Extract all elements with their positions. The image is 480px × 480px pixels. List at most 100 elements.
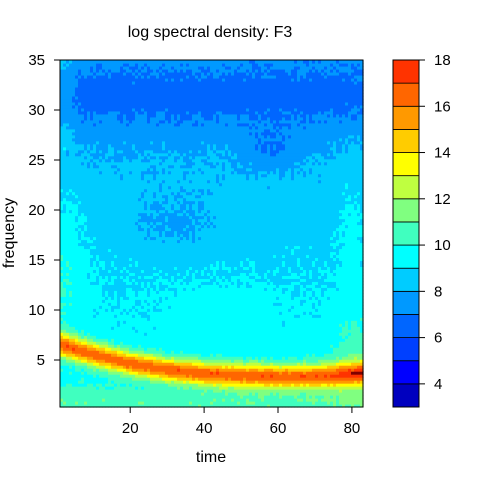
heatmap-cell	[63, 191, 67, 196]
heatmap-cell	[63, 362, 67, 366]
heatmap-cell	[126, 287, 130, 291]
heatmap-cell	[81, 350, 85, 354]
heatmap-cell	[96, 182, 100, 187]
heatmap-cell	[87, 74, 91, 79]
heatmap-cell	[60, 209, 64, 214]
heatmap-cell	[159, 104, 163, 109]
heatmap-cell	[78, 332, 82, 336]
heatmap-cell	[132, 77, 136, 82]
heatmap-cell	[150, 299, 154, 303]
heatmap-cell	[138, 68, 142, 73]
heatmap-cell	[105, 71, 109, 76]
heatmap-cell	[123, 125, 127, 130]
heatmap-cell	[111, 383, 115, 387]
heatmap-cell	[63, 236, 67, 241]
heatmap-cell	[69, 332, 73, 336]
heatmap-cell	[114, 80, 118, 85]
heatmap-cell	[72, 341, 76, 345]
heatmap-cell	[81, 122, 85, 127]
heatmap-cell	[168, 326, 172, 330]
heatmap-cell	[111, 128, 115, 133]
heatmap-cell	[117, 65, 121, 70]
heatmap-cell	[144, 323, 148, 327]
heatmap-cell	[108, 383, 112, 387]
heatmap-cell	[117, 266, 121, 270]
heatmap-cell	[99, 323, 103, 327]
heatmap-cell	[177, 377, 181, 381]
heatmap-cell	[114, 368, 118, 372]
heatmap-cell	[171, 155, 175, 160]
heatmap-cell	[126, 95, 130, 100]
heatmap-cell	[177, 209, 181, 214]
heatmap-cell	[63, 242, 67, 247]
heatmap-cell	[156, 257, 160, 262]
heatmap-cell	[138, 203, 142, 208]
heatmap-cell	[93, 77, 97, 82]
heatmap-cell	[99, 350, 103, 354]
heatmap-cell	[105, 101, 109, 106]
heatmap-cell	[60, 347, 64, 351]
heatmap-cell	[102, 203, 106, 208]
heatmap-cell	[93, 62, 97, 67]
heatmap-cell	[144, 302, 148, 306]
heatmap-cell	[162, 197, 166, 202]
heatmap-cell	[90, 356, 94, 360]
heatmap-cell	[168, 380, 172, 384]
heatmap-cell	[111, 239, 115, 244]
heatmap-cell	[69, 194, 73, 199]
heatmap-cell	[159, 98, 163, 103]
heatmap-cell	[165, 386, 169, 390]
heatmap-cell	[96, 113, 100, 118]
heatmap-cell	[132, 344, 136, 348]
heatmap-cell	[84, 146, 88, 151]
heatmap-cell	[132, 209, 136, 214]
heatmap-cell	[165, 293, 169, 297]
heatmap-cell	[78, 278, 82, 282]
heatmap-cell	[138, 161, 142, 166]
heatmap-cell	[162, 110, 166, 115]
heatmap-cell	[153, 74, 157, 79]
heatmap-cell	[108, 332, 112, 336]
heatmap-cell	[99, 269, 103, 273]
heatmap-cell	[87, 116, 91, 121]
heatmap-cell	[63, 203, 67, 208]
heatmap-cell	[138, 230, 142, 235]
heatmap-cell	[168, 314, 172, 318]
heatmap-cell	[144, 140, 148, 145]
heatmap-cell	[84, 191, 88, 196]
heatmap-cell	[114, 353, 118, 357]
heatmap-cell	[108, 170, 112, 175]
heatmap-cell	[102, 233, 106, 238]
heatmap-cell	[165, 218, 169, 223]
heatmap-cell	[147, 230, 151, 235]
heatmap-cell	[117, 398, 121, 402]
heatmap-cell	[141, 281, 145, 285]
heatmap-cell	[156, 308, 160, 312]
heatmap-cell	[81, 278, 85, 282]
heatmap-cell	[117, 368, 121, 372]
heatmap-cell	[108, 284, 112, 288]
heatmap-cell	[90, 107, 94, 112]
heatmap-cell	[108, 104, 112, 109]
heatmap-cell	[132, 71, 136, 76]
heatmap-cell	[93, 371, 97, 375]
heatmap-cell	[129, 305, 133, 309]
heatmap-cell	[144, 194, 148, 199]
heatmap-cell	[171, 386, 175, 390]
heatmap-cell	[141, 68, 145, 73]
heatmap-cell	[141, 380, 145, 384]
heatmap-cell	[138, 200, 142, 205]
heatmap-cell	[78, 272, 82, 276]
heatmap-cell	[141, 134, 145, 139]
heatmap-cell	[168, 143, 172, 148]
heatmap-cell	[84, 296, 88, 300]
heatmap-cell	[96, 320, 100, 324]
heatmap-cell	[159, 83, 163, 88]
heatmap-cell	[159, 71, 163, 76]
heatmap-cell	[90, 395, 94, 399]
heatmap-cell	[177, 284, 181, 288]
heatmap-cell	[117, 353, 121, 357]
heatmap-cell	[129, 401, 133, 405]
heatmap-cell	[90, 251, 94, 256]
heatmap-cell	[147, 386, 151, 390]
